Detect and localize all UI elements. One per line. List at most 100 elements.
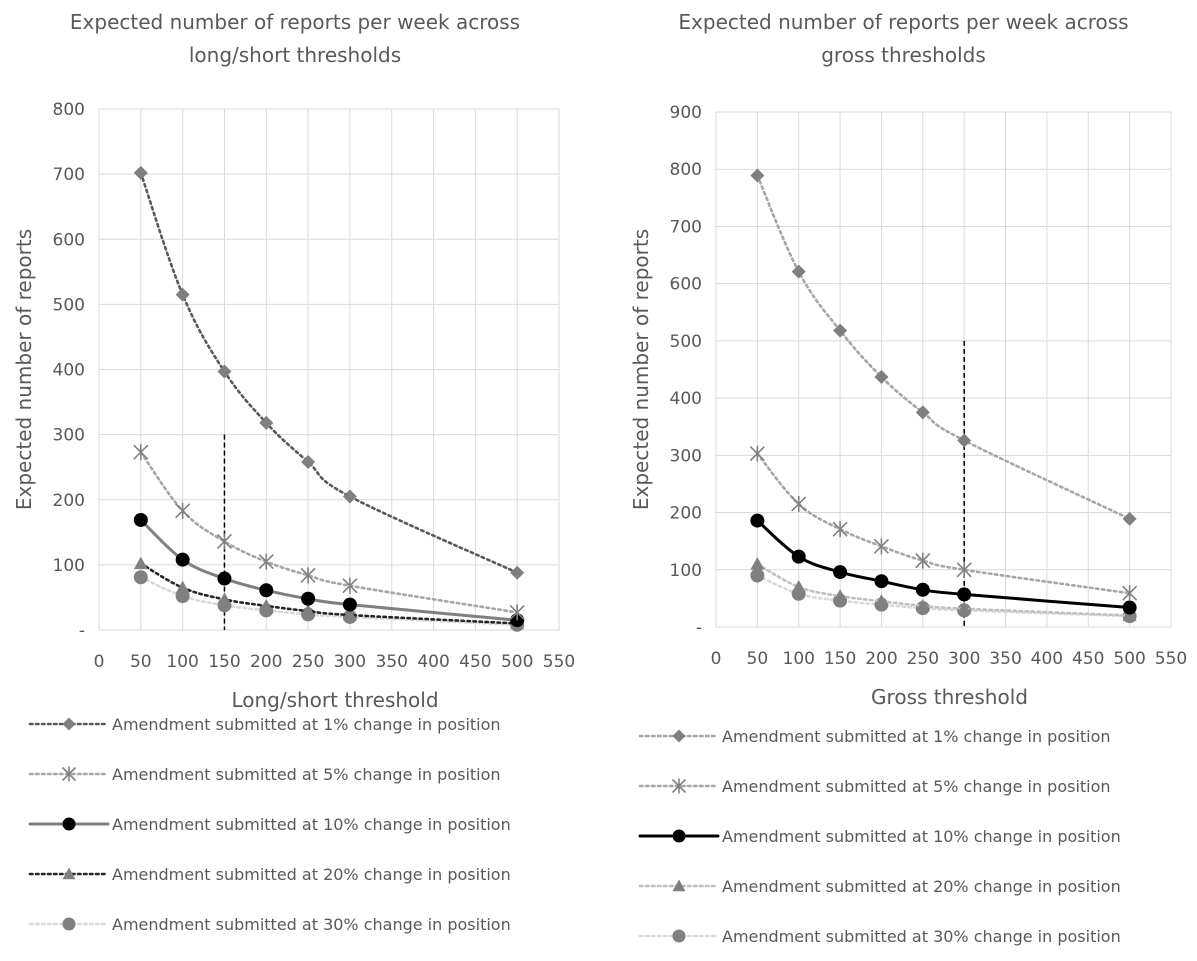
gridlines <box>715 111 1172 628</box>
series-4 <box>750 557 1137 622</box>
series-line <box>139 450 519 614</box>
x-tick-label: 250 <box>292 652 324 672</box>
y-tick-label: 400 <box>53 361 85 381</box>
chart-legend: Amendment submitted at 1% change in posi… <box>610 711 1121 961</box>
x-tick-label: 450 <box>1072 649 1104 669</box>
y-tick-label: 200 <box>670 504 702 524</box>
data-point <box>957 587 972 602</box>
data-point <box>874 594 889 607</box>
gridlines <box>98 108 560 631</box>
data-point <box>217 592 232 605</box>
legend-swatch <box>28 717 110 731</box>
x-tick-label: 350 <box>376 652 408 672</box>
series-2 <box>749 445 1138 602</box>
data-point <box>957 601 972 615</box>
series-1 <box>133 165 525 580</box>
data-point <box>133 444 149 461</box>
chart-title: Expected number of reports per week acro… <box>678 10 1129 67</box>
data-point <box>873 538 890 555</box>
series-3 <box>750 513 1137 615</box>
legend-swatch <box>28 766 110 782</box>
y-tick-label: 200 <box>53 491 85 511</box>
legend-marker <box>62 867 76 880</box>
data-point <box>342 489 357 504</box>
y-tick-label: 100 <box>670 561 702 581</box>
data-point <box>1122 600 1137 615</box>
data-point <box>216 533 233 550</box>
series-line <box>139 171 519 574</box>
data-point <box>259 583 274 598</box>
data-point <box>750 168 765 183</box>
legend-marker <box>672 929 686 943</box>
data-point <box>750 568 765 583</box>
legend-marker <box>672 879 686 892</box>
data-point <box>832 521 848 538</box>
series-line <box>756 574 1131 618</box>
legend-label: Amendment submitted at 30% change in pos… <box>112 914 511 934</box>
y-tick-label: 900 <box>670 103 702 123</box>
data-point <box>342 597 357 612</box>
x-tick-label: 0 <box>711 649 722 669</box>
y-tick-label: 800 <box>53 100 85 120</box>
legend-item: Amendment submitted at 10% change in pos… <box>0 799 511 849</box>
data-point <box>915 582 930 597</box>
data-point <box>915 405 930 420</box>
legend-label: Amendment submitted at 5% change in posi… <box>722 776 1111 796</box>
data-point <box>175 552 190 567</box>
data-point <box>915 552 931 569</box>
y-tick-label: 500 <box>53 295 85 315</box>
x-tick-label: 100 <box>783 649 815 669</box>
legend-item: Amendment submitted at 30% change in pos… <box>0 899 511 949</box>
legend-marker <box>61 766 77 782</box>
data-point <box>1122 511 1137 526</box>
data-point <box>957 433 972 448</box>
x-tick-label: 550 <box>543 652 575 672</box>
line-chart-long-short: - 100 200 300 400 500 600 700 800 0 50 100 150 200 250… <box>12 100 575 712</box>
data-point <box>791 495 807 512</box>
legend-label: Amendment submitted at 1% change in posi… <box>112 714 501 734</box>
data-point <box>301 454 316 469</box>
x-axis-title: Long/short threshold <box>231 688 438 712</box>
data-point <box>956 561 972 578</box>
legend-swatch <box>638 929 720 943</box>
data-point <box>874 574 889 589</box>
x-tick-label: 400 <box>1031 649 1063 669</box>
data-point <box>874 369 889 384</box>
legend-swatch <box>638 829 720 843</box>
y-tick-label: 400 <box>670 389 702 409</box>
x-tick-label: 550 <box>1155 649 1187 669</box>
legend-marker <box>62 917 76 931</box>
data-point <box>1122 608 1137 622</box>
legend-label: Amendment submitted at 5% change in posi… <box>112 764 501 784</box>
data-point <box>791 264 806 279</box>
series-1 <box>750 168 1137 526</box>
data-point <box>750 557 765 570</box>
data-point <box>833 323 848 338</box>
data-point <box>749 445 765 462</box>
x-tick-label: 300 <box>334 652 366 672</box>
data-point <box>833 565 848 580</box>
x-tick-label: 500 <box>501 652 533 672</box>
legend-item: Amendment submitted at 30% change in pos… <box>610 911 1121 961</box>
series-5 <box>750 568 1137 624</box>
legend-swatch <box>638 879 720 892</box>
data-point <box>300 567 316 584</box>
y-tick-label: 100 <box>53 556 85 576</box>
legend-label: Amendment submitted at 10% change in pos… <box>722 826 1121 846</box>
y-tick-label: 500 <box>670 332 702 352</box>
legend-item: Amendment submitted at 1% change in posi… <box>0 699 511 749</box>
y-tick-label: - <box>79 621 85 641</box>
legend-item: Amendment submitted at 20% change in pos… <box>610 861 1121 911</box>
data-point <box>175 580 190 594</box>
data-point <box>258 553 274 570</box>
data-point <box>133 512 148 527</box>
x-tick-label: 300 <box>948 649 980 669</box>
series-line <box>139 575 519 627</box>
data-point <box>915 598 930 612</box>
y-tick-label: - <box>696 618 702 638</box>
legend-item: Amendment submitted at 5% change in posi… <box>610 761 1121 811</box>
y-tick-label: 300 <box>53 426 85 446</box>
data-point <box>259 415 274 430</box>
y-axis-title: Expected number of reports <box>629 229 653 510</box>
data-point <box>342 577 358 594</box>
